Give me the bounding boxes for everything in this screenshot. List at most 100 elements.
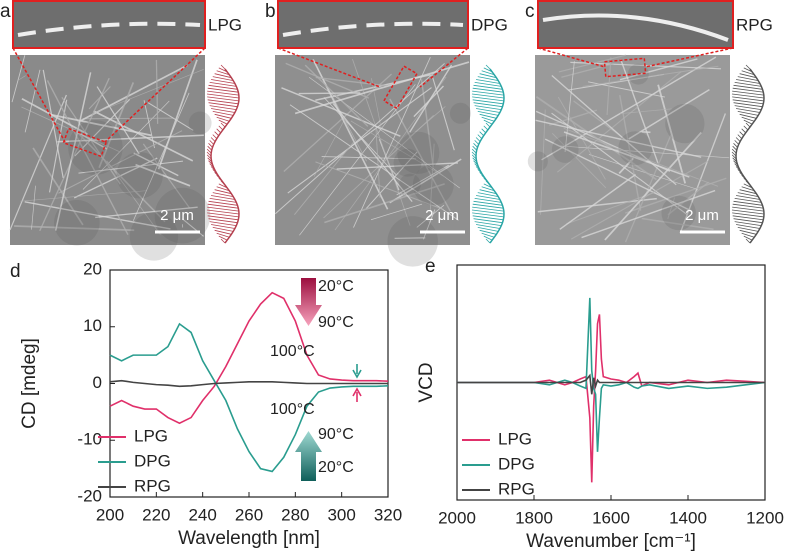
legend-label: DPG <box>134 451 171 470</box>
helix-rung <box>477 192 499 197</box>
helix-rung <box>212 134 218 139</box>
x-axis-label: Wavelength [nm] <box>178 528 320 549</box>
fiber <box>389 158 462 204</box>
helix-rung <box>472 206 504 212</box>
y-tick-label: 0 <box>93 373 102 392</box>
helix-rung <box>734 198 762 203</box>
helix-rung <box>475 137 481 142</box>
annotation: 90°C <box>318 314 354 331</box>
helix-rung <box>207 96 239 102</box>
helix-rung <box>220 122 226 128</box>
helix-rung <box>473 102 503 108</box>
helix-rung <box>735 137 741 142</box>
fiber <box>353 57 431 228</box>
series-line <box>109 322 389 473</box>
fiber <box>24 69 41 133</box>
fiber <box>413 85 444 118</box>
fiber <box>566 191 656 225</box>
helix-rung <box>474 221 502 226</box>
helix-rung <box>732 145 737 151</box>
helix-rung <box>732 212 764 218</box>
helix-rung <box>731 148 737 154</box>
fiber <box>24 201 171 230</box>
fiber <box>95 206 198 219</box>
shadow <box>412 164 454 206</box>
helix-rung <box>732 215 764 221</box>
helix-rung <box>212 192 234 197</box>
helix-rung <box>212 227 234 232</box>
helix-rung <box>477 111 499 116</box>
shadow <box>129 212 179 261</box>
helix-rung <box>473 143 478 148</box>
helix-rung <box>220 238 226 244</box>
shadow <box>551 136 579 163</box>
helix-rung <box>474 82 502 87</box>
fiber <box>582 65 719 87</box>
gradient-arrow <box>295 431 322 481</box>
helix-rung <box>216 116 230 122</box>
helix-rung <box>739 73 757 79</box>
x-tick-label: 1800 <box>515 508 553 527</box>
helix-rung <box>211 79 235 84</box>
gradient-arrow <box>295 278 322 326</box>
helix-backbone <box>735 68 765 244</box>
helix-rung <box>736 108 760 113</box>
small-arrow <box>352 387 362 402</box>
fiber <box>535 119 702 158</box>
helix-rung <box>476 79 500 84</box>
fiber <box>32 147 84 226</box>
fiber <box>287 87 432 194</box>
helix-rung <box>207 87 239 93</box>
helix-rung <box>207 206 239 212</box>
fiber <box>541 56 717 161</box>
helix-rung <box>734 221 762 226</box>
fiber <box>429 143 435 213</box>
helix-rung <box>218 235 228 241</box>
small-arrow <box>352 364 362 379</box>
y-tick-label: -10 <box>77 430 102 449</box>
helix-rung <box>479 189 497 195</box>
helix-rung <box>734 82 762 87</box>
helix-rung <box>731 93 765 99</box>
fiber <box>563 131 690 178</box>
panel-letter: b <box>265 1 276 22</box>
panel-letter: a <box>0 1 11 22</box>
sem-panels: 2 μm a LPG 2 μm b DPG 2 μm c RPG <box>0 0 773 267</box>
helix-rung <box>483 235 493 241</box>
helix-rung <box>733 143 738 148</box>
x-tick-label: 240 <box>188 505 216 524</box>
fiber <box>581 189 716 239</box>
helix-rung <box>481 186 495 192</box>
y-axis-label: VCD <box>416 362 437 402</box>
helix-rung <box>212 76 234 81</box>
fiber <box>667 181 709 216</box>
fiber <box>422 209 436 240</box>
shadow <box>393 148 422 177</box>
helix-rung <box>733 84 763 90</box>
fiber <box>74 98 131 157</box>
panel-label: LPG <box>208 15 242 34</box>
fiber <box>143 100 155 149</box>
annotation: 20°C <box>318 459 354 476</box>
helix-rung <box>736 195 760 200</box>
scale-bar-label: 2 μm <box>685 207 719 224</box>
helix-rung <box>207 99 239 105</box>
helix-rung <box>739 113 757 119</box>
helix-rung <box>218 125 224 131</box>
helix-rung <box>209 221 237 226</box>
inset-fiber <box>542 13 729 42</box>
helix-rung <box>209 105 237 110</box>
helix-rung <box>743 119 753 125</box>
inset <box>537 0 734 49</box>
fiber <box>537 197 657 213</box>
helix-rung <box>212 111 234 116</box>
fiber <box>135 163 191 187</box>
helix-rung <box>481 232 495 238</box>
helix-rung <box>216 70 230 76</box>
shadow <box>397 131 440 174</box>
fiber <box>298 92 361 95</box>
y-tick-label: 20 <box>83 259 102 278</box>
helix-rung <box>483 119 493 125</box>
inset-fiber <box>17 21 201 37</box>
helix-rung <box>732 99 764 105</box>
